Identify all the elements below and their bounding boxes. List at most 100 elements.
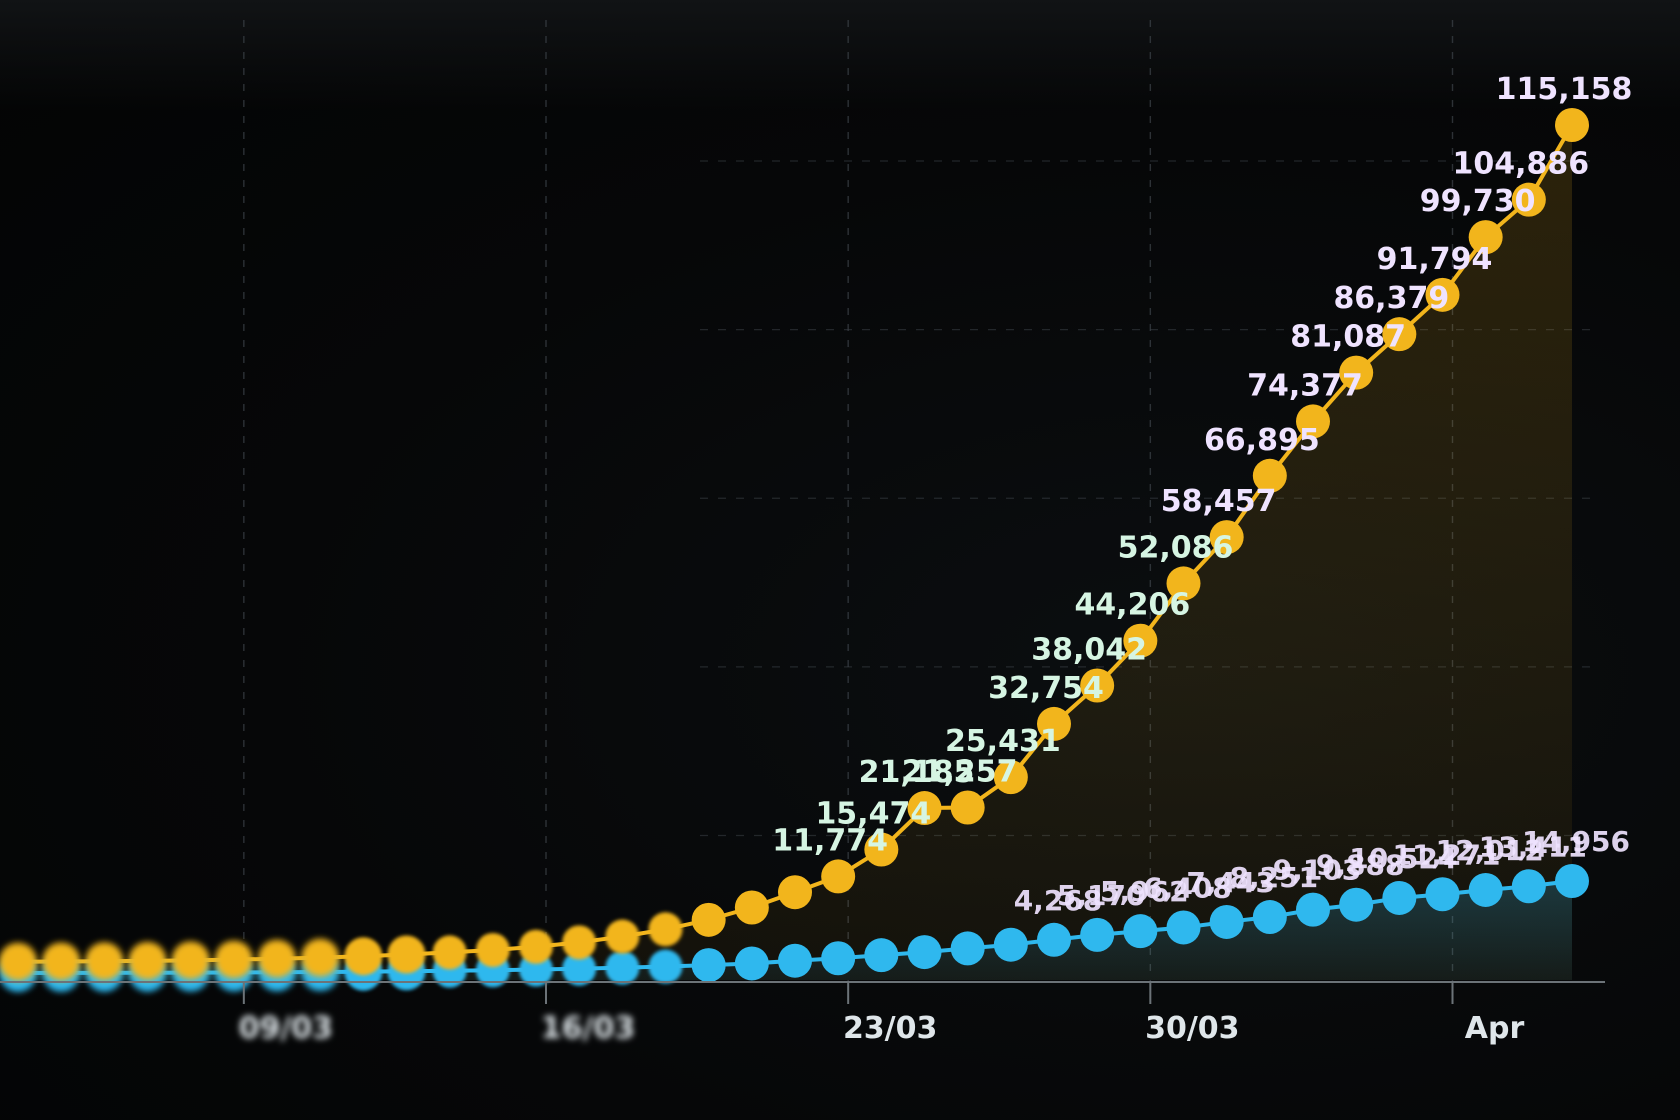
series-b-data-label: 10,524 [1349, 842, 1457, 875]
series-b-point [1209, 904, 1244, 939]
series-a-point [128, 941, 167, 980]
series-a-point [605, 919, 640, 954]
series-b-point [864, 938, 899, 973]
x-tick-label: Apr [1465, 1011, 1525, 1046]
series-a-point [1037, 706, 1071, 741]
series-b-data-label: 6,408 [1143, 871, 1232, 904]
x-tick-label: 16/03 [541, 1011, 635, 1046]
series-a-point [562, 925, 597, 960]
series-a-data-label: 21,257 [902, 754, 1018, 789]
series-b-point [1382, 880, 1417, 915]
series-b-data-label: 14,956 [1522, 825, 1630, 858]
x-tick-label: 23/03 [843, 1011, 937, 1046]
series-a-data-label: 74,377 [1247, 368, 1363, 403]
series-a-data-label: 38,042 [1031, 633, 1147, 668]
series-b-point [1123, 914, 1158, 949]
series-b-point [907, 935, 942, 970]
series-b-point [1425, 877, 1460, 912]
series-a-point [387, 935, 426, 974]
series-a-point [1555, 108, 1589, 142]
series-a-data-label: 115,158 [1496, 72, 1633, 107]
series-points [0, 108, 1589, 992]
series-a-area [18, 125, 1572, 980]
series-b-data-label: 4,268 [1014, 884, 1103, 917]
series-b-data-label: 9,888 [1316, 849, 1405, 882]
series-b-point [1296, 892, 1330, 927]
series-a-point [950, 790, 985, 825]
series-a-point [1468, 220, 1503, 255]
series-a-point [1123, 623, 1158, 658]
series-a-data-label: 11,774 [772, 823, 888, 858]
series-a-data-label: 66,895 [1204, 423, 1320, 458]
series-b-area [18, 881, 1572, 980]
series-b-point [1468, 872, 1503, 907]
series-b-point [734, 946, 769, 981]
series-a-point [1511, 182, 1546, 217]
series-b-point [1037, 922, 1071, 957]
series-a-point [1425, 277, 1460, 312]
series-b-point [993, 927, 1028, 962]
series-a-point [258, 939, 296, 978]
series-a-data-label: 21,185 [859, 755, 975, 790]
series-b-point [1252, 900, 1287, 935]
series-a-point [171, 941, 210, 980]
series-a-point [1209, 520, 1244, 555]
series-a-point [691, 902, 726, 937]
series-a-point [907, 791, 942, 826]
series-b-point [605, 950, 640, 985]
series-areas [18, 125, 1572, 980]
series-a-point [85, 942, 124, 981]
series-a-data-label: 15,474 [815, 797, 931, 832]
series-a-point [0, 942, 37, 981]
series-a-point [1080, 668, 1115, 703]
series-a-data-label: 81,087 [1290, 320, 1406, 355]
series-b-point [648, 949, 683, 984]
series-b-point [950, 931, 985, 966]
series-b-data-label: 5,962 [1100, 875, 1189, 908]
x-tick-label: 09/03 [239, 1011, 333, 1046]
x-axis: 09/03 16/03 23/03 30/03 Apr [0, 981, 1605, 1046]
series-b-point [1339, 887, 1374, 922]
series-a-data-label: 86,379 [1333, 281, 1449, 316]
series-a-data-label: 104,886 [1453, 147, 1590, 182]
series-a-point [42, 942, 81, 981]
series-b-data-label: 9,103 [1273, 854, 1362, 887]
series-b-data-label: 5,170 [1057, 879, 1146, 912]
series-a-data-label: 99,730 [1420, 184, 1536, 219]
series-a-point [519, 929, 553, 964]
series-a-point [734, 890, 769, 925]
series-a-data-label: 44,206 [1074, 588, 1190, 623]
series-a-point [1166, 566, 1201, 601]
series-a-data-label: 91,794 [1377, 242, 1493, 277]
series-b-data-label: 7,443 [1186, 866, 1275, 899]
series-b-point [821, 941, 856, 976]
series-a-point [475, 933, 510, 968]
series-a-point [1339, 355, 1374, 390]
series-b-point [691, 948, 726, 983]
series-a-data-label: 25,431 [945, 724, 1061, 759]
series-a-point [432, 935, 467, 970]
series-a-data-label: 32,754 [988, 671, 1104, 706]
series-a-point [214, 940, 253, 979]
series-b-data-label: 12,012 [1436, 834, 1544, 867]
series-b-data-label: 8,251 [1230, 861, 1319, 894]
series-b-point [1555, 864, 1589, 898]
series-a-point [1382, 317, 1417, 352]
series-b-data-label: 11,271 [1392, 838, 1500, 871]
series-a-point [648, 912, 683, 947]
series-b-point [1080, 917, 1115, 952]
series-a-point [1296, 404, 1330, 439]
series-a-point [344, 937, 383, 976]
series-a-point [821, 859, 856, 894]
series-b-data-label: 13,411 [1479, 830, 1587, 863]
series-a-point [778, 875, 812, 910]
series-b-point [1166, 910, 1201, 945]
series-b-point [778, 943, 812, 978]
series-a-point [993, 760, 1028, 795]
series-b-point [562, 951, 597, 986]
series-a-point [864, 832, 899, 867]
series-a-data-label: 58,457 [1161, 484, 1277, 519]
